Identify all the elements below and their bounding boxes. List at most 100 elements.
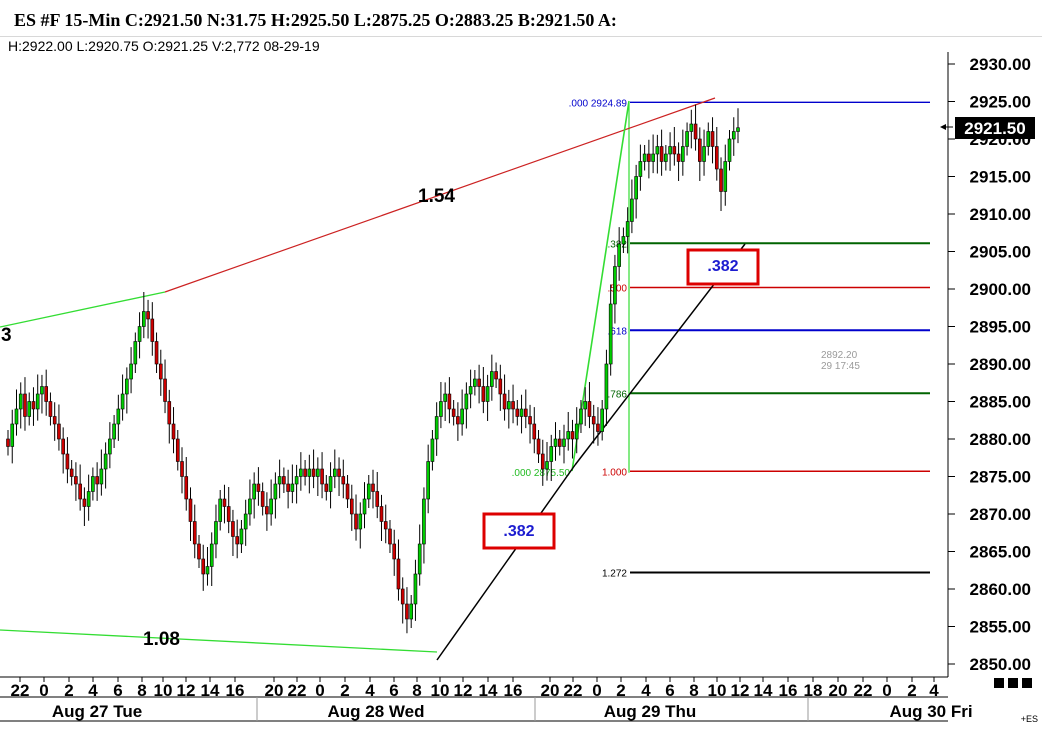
current-price-label: 2921.50 <box>964 119 1025 138</box>
candle-up <box>507 401 511 410</box>
day-label: Aug 28 Wed <box>328 702 425 721</box>
x-tick-label: 8 <box>412 681 421 700</box>
candle-down <box>375 491 380 507</box>
candle-down <box>698 138 702 162</box>
candle-down <box>596 423 600 432</box>
candle-up <box>86 491 91 507</box>
x-tick-label: 0 <box>315 681 324 700</box>
candle-up <box>430 438 435 462</box>
candle-up <box>600 408 604 432</box>
x-tick-label: 2 <box>64 681 73 700</box>
candle-up <box>685 131 689 147</box>
candle-up <box>634 176 638 200</box>
candle-down <box>714 146 719 170</box>
fib-level-label: 1.272 <box>602 569 627 580</box>
x-tick-label: 14 <box>754 681 773 700</box>
candle-down <box>286 483 290 492</box>
y-tick-label: 2865.00 <box>970 543 1031 562</box>
candle-up <box>549 446 554 462</box>
candle-up <box>604 363 609 410</box>
day-label: Aug 27 Tue <box>52 702 142 721</box>
candle-down <box>447 393 452 410</box>
x-tick-label: 16 <box>226 681 245 700</box>
candle-down <box>502 393 507 410</box>
candle-up <box>299 468 303 477</box>
fib-level-label: .786 <box>608 389 628 400</box>
candle-up <box>621 236 626 245</box>
candle-up <box>35 393 40 410</box>
candle-down <box>400 588 405 605</box>
candle-up <box>434 416 439 440</box>
x-tick-label: 8 <box>137 681 146 700</box>
candle-down <box>154 341 159 365</box>
x-tick-label: 12 <box>177 681 196 700</box>
candle-up <box>358 513 363 530</box>
x-tick-label: 2 <box>616 681 625 700</box>
candle-down <box>311 468 316 477</box>
symbol-corner-label: +ES <box>1020 714 1038 724</box>
candle-down <box>456 416 460 425</box>
cursor-time-readout: 29 17:45 <box>821 361 860 372</box>
candle-up <box>409 603 413 620</box>
fib-level-label: .500 <box>608 284 628 295</box>
candle-down <box>146 311 150 320</box>
candle-up <box>252 483 256 500</box>
candle-up <box>651 153 655 162</box>
candle-up <box>668 146 672 155</box>
candle-up <box>120 393 125 410</box>
candle-up <box>689 123 694 132</box>
candle-up <box>27 401 32 417</box>
candle-up <box>464 393 469 410</box>
x-tick-label: 12 <box>731 681 750 700</box>
x-tick-label: 16 <box>779 681 798 700</box>
candle-up <box>14 408 19 425</box>
nav-block-1[interactable] <box>994 678 1004 688</box>
candle-up <box>328 476 333 492</box>
x-tick-label: 20 <box>265 681 284 700</box>
candle-up <box>209 543 214 567</box>
candle-up <box>290 483 295 492</box>
candle-up <box>485 386 490 402</box>
candle-down <box>197 543 201 560</box>
y-tick-label: 2880.00 <box>970 430 1031 449</box>
candle-up <box>579 408 583 425</box>
candle-up <box>362 498 367 515</box>
candle-up <box>273 483 278 500</box>
candle-up <box>248 498 252 515</box>
candle-up <box>218 498 223 522</box>
candle-up <box>205 566 210 575</box>
candle-down <box>388 528 392 545</box>
fib-level-label: .000 2924.89 <box>569 98 628 109</box>
candle-down <box>591 416 596 425</box>
candle-up <box>18 393 23 410</box>
candle-down <box>349 498 354 515</box>
candle-down <box>710 131 715 147</box>
candle-up <box>613 266 617 305</box>
y-tick-label: 2905.00 <box>970 243 1031 262</box>
x-tick-label: 4 <box>88 681 98 700</box>
candle-up <box>243 513 248 530</box>
x-tick-label: 22 <box>11 681 30 700</box>
candle-up <box>731 131 736 140</box>
x-tick-label: 14 <box>201 681 220 700</box>
y-axis: 2930.002925.002920.002915.002910.002905.… <box>948 55 1031 674</box>
candle-down <box>481 386 486 402</box>
day-label: Aug 30 Fri <box>889 702 972 721</box>
harmonic-leg-a <box>0 291 166 328</box>
candle-up <box>468 386 473 395</box>
candle-up <box>625 221 630 237</box>
candle-up <box>490 371 494 387</box>
candle-up <box>133 341 138 365</box>
x-tick-label: 14 <box>479 681 498 700</box>
candle-up <box>413 573 418 605</box>
candle-down <box>379 506 384 522</box>
x-tick-label: 10 <box>431 681 450 700</box>
candle-down <box>226 506 231 522</box>
nav-block-2[interactable] <box>1008 678 1018 688</box>
x-tick-label: 22 <box>854 681 873 700</box>
nav-block-3[interactable] <box>1022 678 1032 688</box>
cursor-price-readout: 2892.20 <box>821 350 858 361</box>
candle-down <box>256 483 261 492</box>
candle-up <box>566 431 571 440</box>
